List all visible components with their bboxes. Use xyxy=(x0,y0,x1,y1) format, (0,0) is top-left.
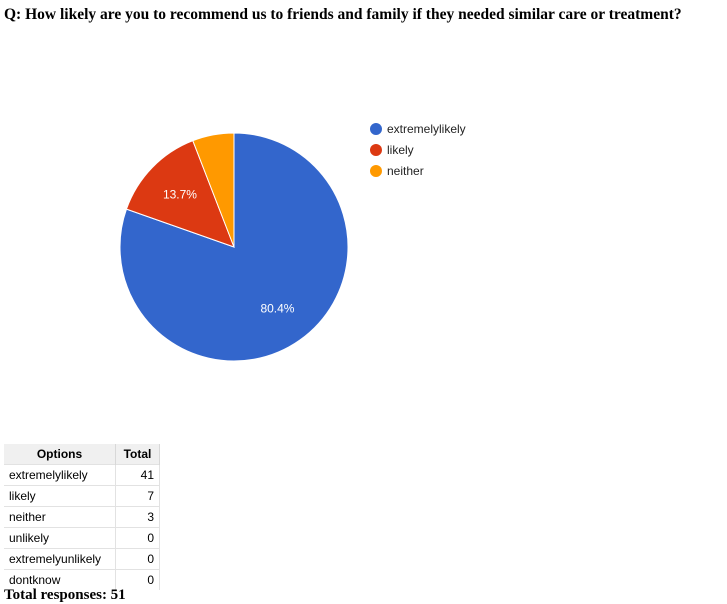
table-row: extremelylikely 41 xyxy=(4,464,160,486)
pie-slice-likely xyxy=(125,140,235,248)
legend-marker-likely xyxy=(370,144,382,156)
table-row: neither 3 xyxy=(4,506,160,528)
slice-label-extremelylikely: 80.4% xyxy=(260,301,294,315)
table-header-row: Options Total xyxy=(4,444,160,465)
option-cell: unlikely xyxy=(4,527,116,549)
total-cell: 0 xyxy=(115,548,160,570)
pie-slices xyxy=(119,132,349,362)
table-row: extremelyunlikely 0 xyxy=(4,548,160,570)
option-cell: likely xyxy=(4,485,116,507)
pie-chart: 80.4% 13.7% extremelylikely likely neither xyxy=(119,122,466,362)
option-cell: extremelyunlikely xyxy=(4,548,116,570)
slice-label-likely: 13.7% xyxy=(163,188,197,202)
total-responses: Total responses: 51 xyxy=(4,587,126,603)
legend-label-neither: neither xyxy=(387,164,424,178)
total-header: Total xyxy=(115,444,160,465)
legend-marker-neither xyxy=(370,165,382,177)
pie-slice-labels: 80.4% 13.7% xyxy=(163,188,295,316)
total-cell: 7 xyxy=(115,485,160,507)
option-cell: neither xyxy=(4,506,116,528)
option-cell: dontknow xyxy=(4,569,116,590)
legend-marker-extremelylikely xyxy=(370,123,382,135)
legend-label-likely: likely xyxy=(387,143,414,157)
table-row: dontknow 0 xyxy=(4,569,160,590)
chart-legend: extremelylikely likely neither xyxy=(370,122,466,178)
options-header: Options xyxy=(4,444,116,465)
table-row: unlikely 0 xyxy=(4,527,160,549)
total-cell: 3 xyxy=(115,506,160,528)
total-cell: 0 xyxy=(115,527,160,549)
totals-table: Options Total extremelylikely 41 likely … xyxy=(4,444,160,590)
option-cell: extremelylikely xyxy=(4,464,116,486)
question-title: Q: How likely are you to recommend us to… xyxy=(4,6,682,23)
total-cell: 0 xyxy=(115,569,160,590)
legend-label-extremelylikely: extremelylikely xyxy=(387,122,466,136)
table-row: likely 7 xyxy=(4,485,160,507)
pie-slice-neither xyxy=(192,132,235,248)
total-cell: 41 xyxy=(115,464,160,486)
